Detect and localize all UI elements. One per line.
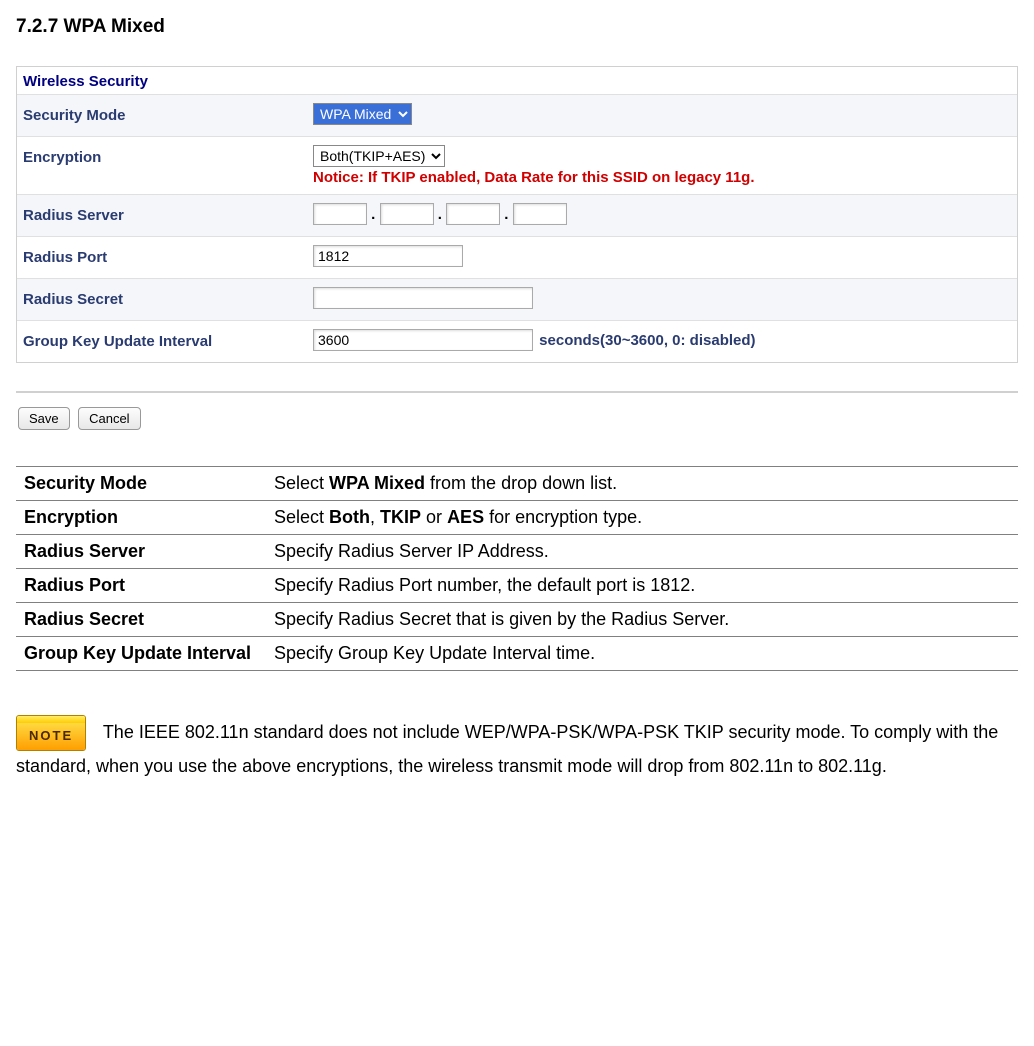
cancel-button[interactable]: Cancel: [78, 407, 140, 430]
security-mode-select[interactable]: WPA Mixed: [313, 103, 412, 125]
table-row: Security Mode Select WPA Mixed from the …: [16, 467, 1018, 501]
label-radius-port: Radius Port: [17, 237, 307, 278]
note-text: The IEEE 802.11n standard does not inclu…: [16, 722, 998, 776]
row-encryption: Encryption Both(TKIP+AES) Notice: If TKI…: [17, 136, 1017, 194]
radius-server-seg2[interactable]: [380, 203, 434, 225]
label-group-key-interval: Group Key Update Interval: [17, 321, 307, 362]
note-icon: NOTE: [16, 715, 86, 751]
description-table: Security Mode Select WPA Mixed from the …: [16, 466, 1018, 671]
desc-key: Radius Secret: [16, 603, 266, 637]
panel-header: Wireless Security: [17, 67, 1017, 94]
desc-key: Group Key Update Interval: [16, 637, 266, 671]
radius-server-seg1[interactable]: [313, 203, 367, 225]
label-encryption: Encryption: [17, 137, 307, 178]
radius-server-seg3[interactable]: [446, 203, 500, 225]
section-heading: 7.2.7 WPA Mixed: [16, 16, 1018, 38]
button-row: Save Cancel: [16, 407, 1018, 438]
radius-port-input[interactable]: [313, 245, 463, 267]
save-button[interactable]: Save: [18, 407, 70, 430]
row-radius-port: Radius Port: [17, 236, 1017, 278]
row-security-mode: Security Mode WPA Mixed: [17, 94, 1017, 136]
desc-value: Specify Group Key Update Interval time.: [266, 637, 1018, 671]
desc-value: Specify Radius Secret that is given by t…: [266, 603, 1018, 637]
wireless-security-panel: Wireless Security Security Mode WPA Mixe…: [16, 66, 1018, 363]
row-group-key-interval: Group Key Update Interval seconds(30~360…: [17, 320, 1017, 362]
desc-key: Radius Port: [16, 569, 266, 603]
table-row: Radius Port Specify Radius Port number, …: [16, 569, 1018, 603]
note-badge-label: NOTE: [17, 723, 85, 750]
label-security-mode: Security Mode: [17, 95, 307, 136]
group-key-interval-input[interactable]: [313, 329, 533, 351]
divider: [16, 391, 1018, 393]
encryption-notice: Notice: If TKIP enabled, Data Rate for t…: [313, 169, 1011, 186]
radius-secret-input[interactable]: [313, 287, 533, 309]
radius-server-seg4[interactable]: [513, 203, 567, 225]
table-row: Encryption Select Both, TKIP or AES for …: [16, 501, 1018, 535]
desc-value: Select WPA Mixed from the drop down list…: [266, 467, 1018, 501]
encryption-select[interactable]: Both(TKIP+AES): [313, 145, 445, 167]
desc-value: Select Both, TKIP or AES for encryption …: [266, 501, 1018, 535]
desc-key: Security Mode: [16, 467, 266, 501]
desc-value: Specify Radius Port number, the default …: [266, 569, 1018, 603]
row-radius-secret: Radius Secret: [17, 278, 1017, 320]
table-row: Radius Secret Specify Radius Secret that…: [16, 603, 1018, 637]
label-radius-secret: Radius Secret: [17, 279, 307, 320]
note-block: NOTE The IEEE 802.11n standard does not …: [16, 715, 1018, 782]
table-row: Group Key Update Interval Specify Group …: [16, 637, 1018, 671]
group-key-interval-suffix: seconds(30~3600, 0: disabled): [539, 332, 755, 349]
desc-key: Encryption: [16, 501, 266, 535]
row-radius-server: Radius Server . . .: [17, 194, 1017, 236]
desc-value: Specify Radius Server IP Address.: [266, 535, 1018, 569]
desc-key: Radius Server: [16, 535, 266, 569]
table-row: Radius Server Specify Radius Server IP A…: [16, 535, 1018, 569]
radius-server-ip-group: . . .: [307, 195, 1017, 233]
label-radius-server: Radius Server: [17, 195, 307, 236]
